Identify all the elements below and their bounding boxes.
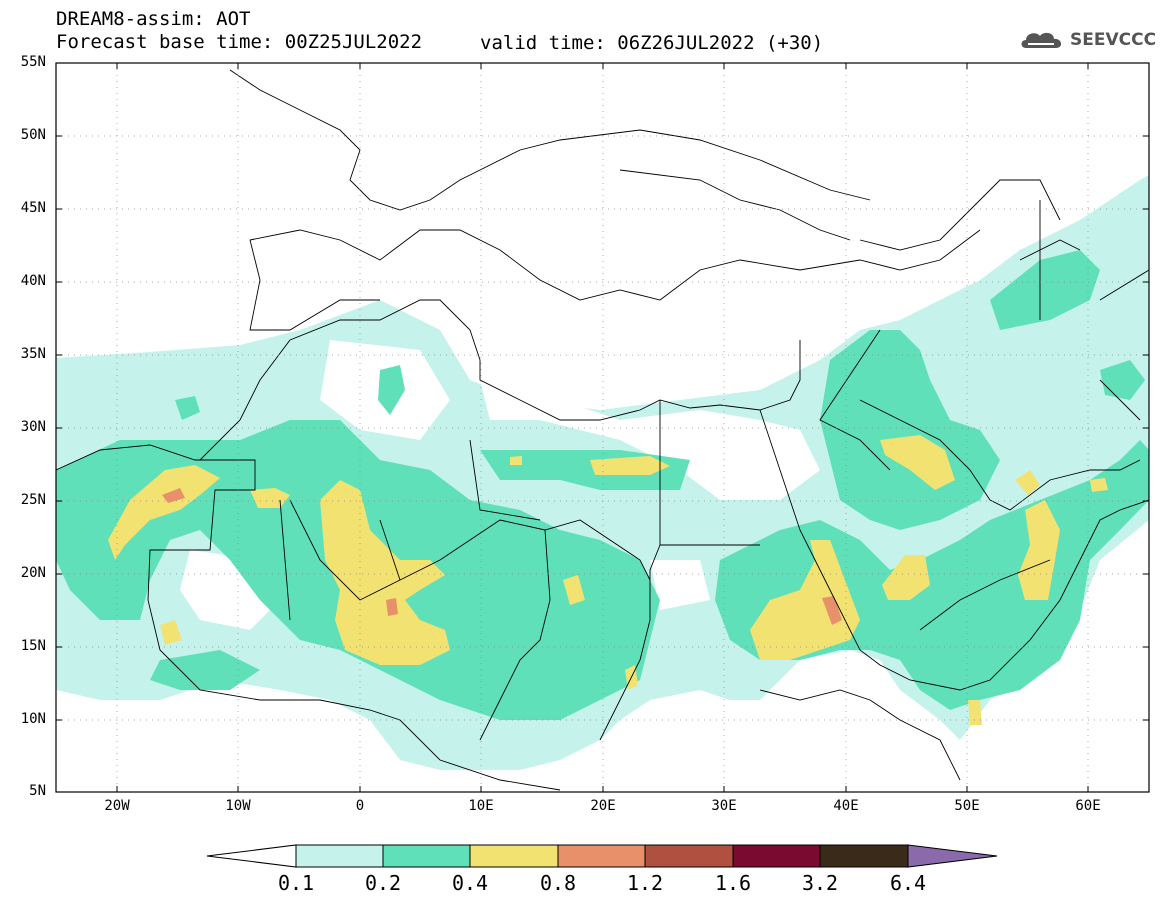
lat-label: 25N bbox=[20, 492, 46, 508]
colorbar-label: 0.2 bbox=[364, 871, 402, 895]
colorbar-label: 6.4 bbox=[889, 871, 927, 895]
lat-label: 10N bbox=[20, 711, 46, 727]
colorbar-low-arrow bbox=[206, 844, 297, 868]
logo-text: SEEVCCC bbox=[1070, 30, 1157, 50]
colorbar-bin bbox=[644, 844, 734, 868]
lon-label: 10E bbox=[468, 798, 494, 814]
coastlines bbox=[56, 69, 1149, 791]
chart-title: DREAM8-assim: AOT bbox=[56, 8, 251, 30]
lat-label: 50N bbox=[20, 127, 46, 143]
aot-contour-0.8 bbox=[162, 488, 185, 503]
lon-label: 40E bbox=[833, 798, 859, 814]
lat-label: 35N bbox=[20, 346, 46, 362]
lon-label: 20E bbox=[590, 798, 616, 814]
colorbar-bin bbox=[469, 844, 559, 868]
colorbar-label: 1.2 bbox=[626, 871, 664, 895]
colorbar-label: 0.4 bbox=[451, 871, 489, 895]
lon-label: 30E bbox=[711, 798, 737, 814]
lat-label: 40N bbox=[20, 273, 46, 289]
colorbar-bin bbox=[557, 844, 646, 868]
lon-label: 10W bbox=[225, 798, 251, 814]
seevccc-logo: SEEVCCC bbox=[1018, 27, 1158, 53]
aot-contour-0.4 bbox=[108, 465, 220, 560]
lon-label: 60E bbox=[1075, 798, 1101, 814]
colorbar bbox=[206, 844, 998, 868]
colorbar-high-arrow bbox=[907, 844, 998, 868]
forecast-base-time: Forecast base time: 00Z25JUL2022 bbox=[56, 31, 423, 53]
lat-label: 15N bbox=[20, 638, 46, 654]
colorbar-bin bbox=[732, 844, 821, 868]
lat-label: 55N bbox=[20, 54, 46, 70]
lat-label: 45N bbox=[20, 200, 46, 216]
axis-ticks bbox=[56, 62, 1149, 793]
lat-label: 20N bbox=[20, 565, 46, 581]
cloud-icon bbox=[1021, 32, 1062, 48]
colorbar-bin bbox=[819, 844, 909, 868]
lat-label: 5N bbox=[29, 783, 46, 799]
lon-label: 0 bbox=[355, 798, 365, 814]
lon-label: 20W bbox=[104, 798, 130, 814]
lat-label: 30N bbox=[20, 419, 46, 435]
colorbar-label: 0.8 bbox=[539, 871, 577, 895]
colorbar-label: 0.1 bbox=[277, 871, 315, 895]
colorbar-label: 1.6 bbox=[714, 871, 752, 895]
gridlines bbox=[56, 63, 1149, 792]
colorbar-bin bbox=[295, 844, 384, 868]
colorbar-label: 3.2 bbox=[801, 871, 839, 895]
lon-label: 50E bbox=[954, 798, 980, 814]
valid-time: valid time: 06Z26JUL2022 (+30) bbox=[480, 32, 824, 54]
colorbar-bin bbox=[382, 844, 471, 868]
